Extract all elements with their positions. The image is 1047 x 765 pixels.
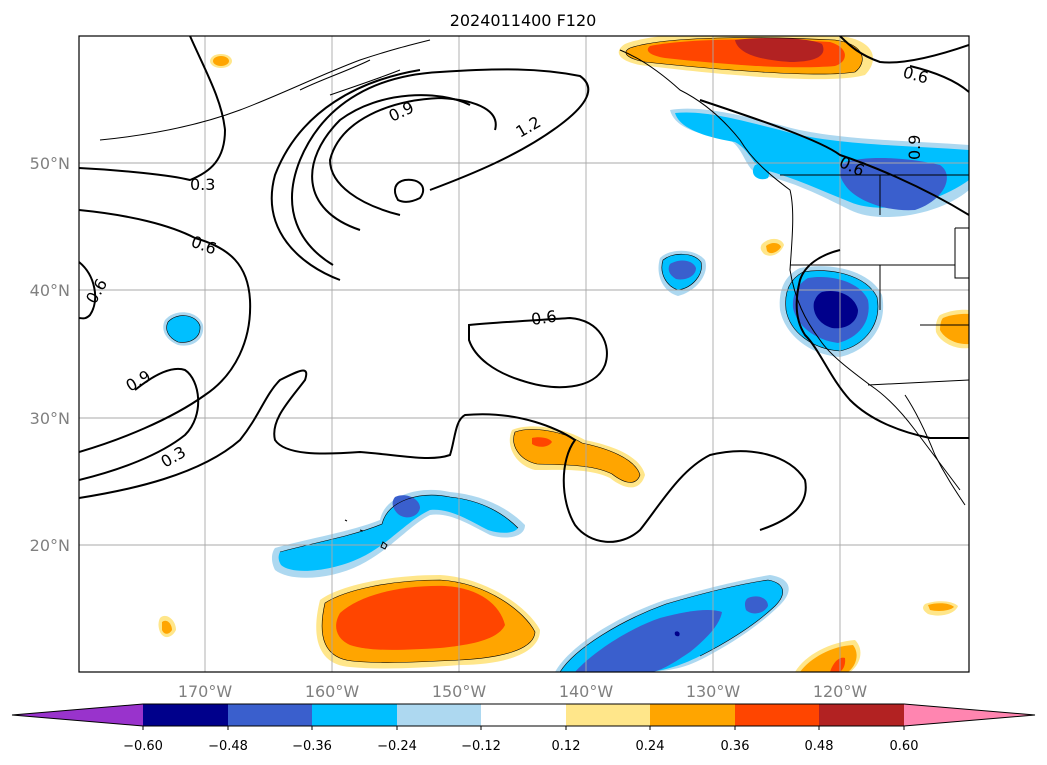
- colorbar-bin: [735, 704, 819, 726]
- map-panel: 0.3 0.6 0.6 0.9 1.2 0.6 0.9 0.3 0.6 0.6 …: [79, 36, 969, 672]
- coastlines: [99, 39, 969, 550]
- contour-label: 0.3: [190, 175, 215, 194]
- colorbar-tick-label: −0.12: [461, 739, 501, 754]
- lon-label: 150°W: [432, 682, 487, 701]
- lat-label: 40°N: [30, 281, 70, 300]
- colorbar-tick-label: −0.24: [377, 739, 417, 754]
- latitude-labels: 20°N 30°N 40°N 50°N: [30, 154, 70, 555]
- lon-label: 120°W: [813, 682, 868, 701]
- lat-label: 20°N: [30, 536, 70, 555]
- shaded-anomaly-fields: [158, 36, 969, 672]
- lat-label: 30°N: [30, 409, 70, 428]
- colorbar-extend-low: [12, 704, 143, 726]
- colorbar-tick-label: −0.48: [208, 739, 248, 754]
- colorbar-bin: [819, 704, 904, 726]
- contour-label: 0.9: [905, 135, 924, 160]
- colorbar: −0.60 −0.48 −0.36 −0.24 −0.12 0.12 0.24 …: [11, 703, 1036, 754]
- colorbar-bin: [397, 704, 481, 726]
- colorbar-bin: [650, 704, 735, 726]
- longitude-labels: 170°W 160°W 150°W 140°W 130°W 120°W: [178, 682, 868, 701]
- colorbar-tick-label: 0.36: [721, 739, 750, 754]
- contour-lines: [79, 36, 969, 543]
- map-frame: [78, 35, 970, 673]
- lat-label: 50°N: [30, 154, 70, 173]
- lon-label: 140°W: [559, 682, 614, 701]
- colorbar-extend-high: [904, 704, 1035, 726]
- colorbar-tick-label: 0.12: [552, 739, 581, 754]
- colorbar-tick-label: 0.60: [890, 739, 919, 754]
- colorbar-bin: [312, 704, 397, 726]
- colorbar-tick-label: 0.24: [636, 739, 665, 754]
- colorbar-bin: [143, 704, 228, 726]
- colorbar-bin: [566, 704, 650, 726]
- colorbar-bin: [228, 704, 312, 726]
- colorbar-tick-label: −0.36: [292, 739, 332, 754]
- contour-label: 0.6: [530, 307, 558, 329]
- colorbar-bin: [481, 704, 566, 726]
- lon-label: 170°W: [178, 682, 233, 701]
- colorbar-tick-label: −0.60: [123, 739, 163, 754]
- lon-label: 130°W: [686, 682, 741, 701]
- colorbar-tick-label: 0.48: [805, 739, 834, 754]
- map-title: 2024011400 F120: [450, 11, 597, 30]
- lon-label: 160°W: [305, 682, 360, 701]
- gridlines: [79, 36, 969, 672]
